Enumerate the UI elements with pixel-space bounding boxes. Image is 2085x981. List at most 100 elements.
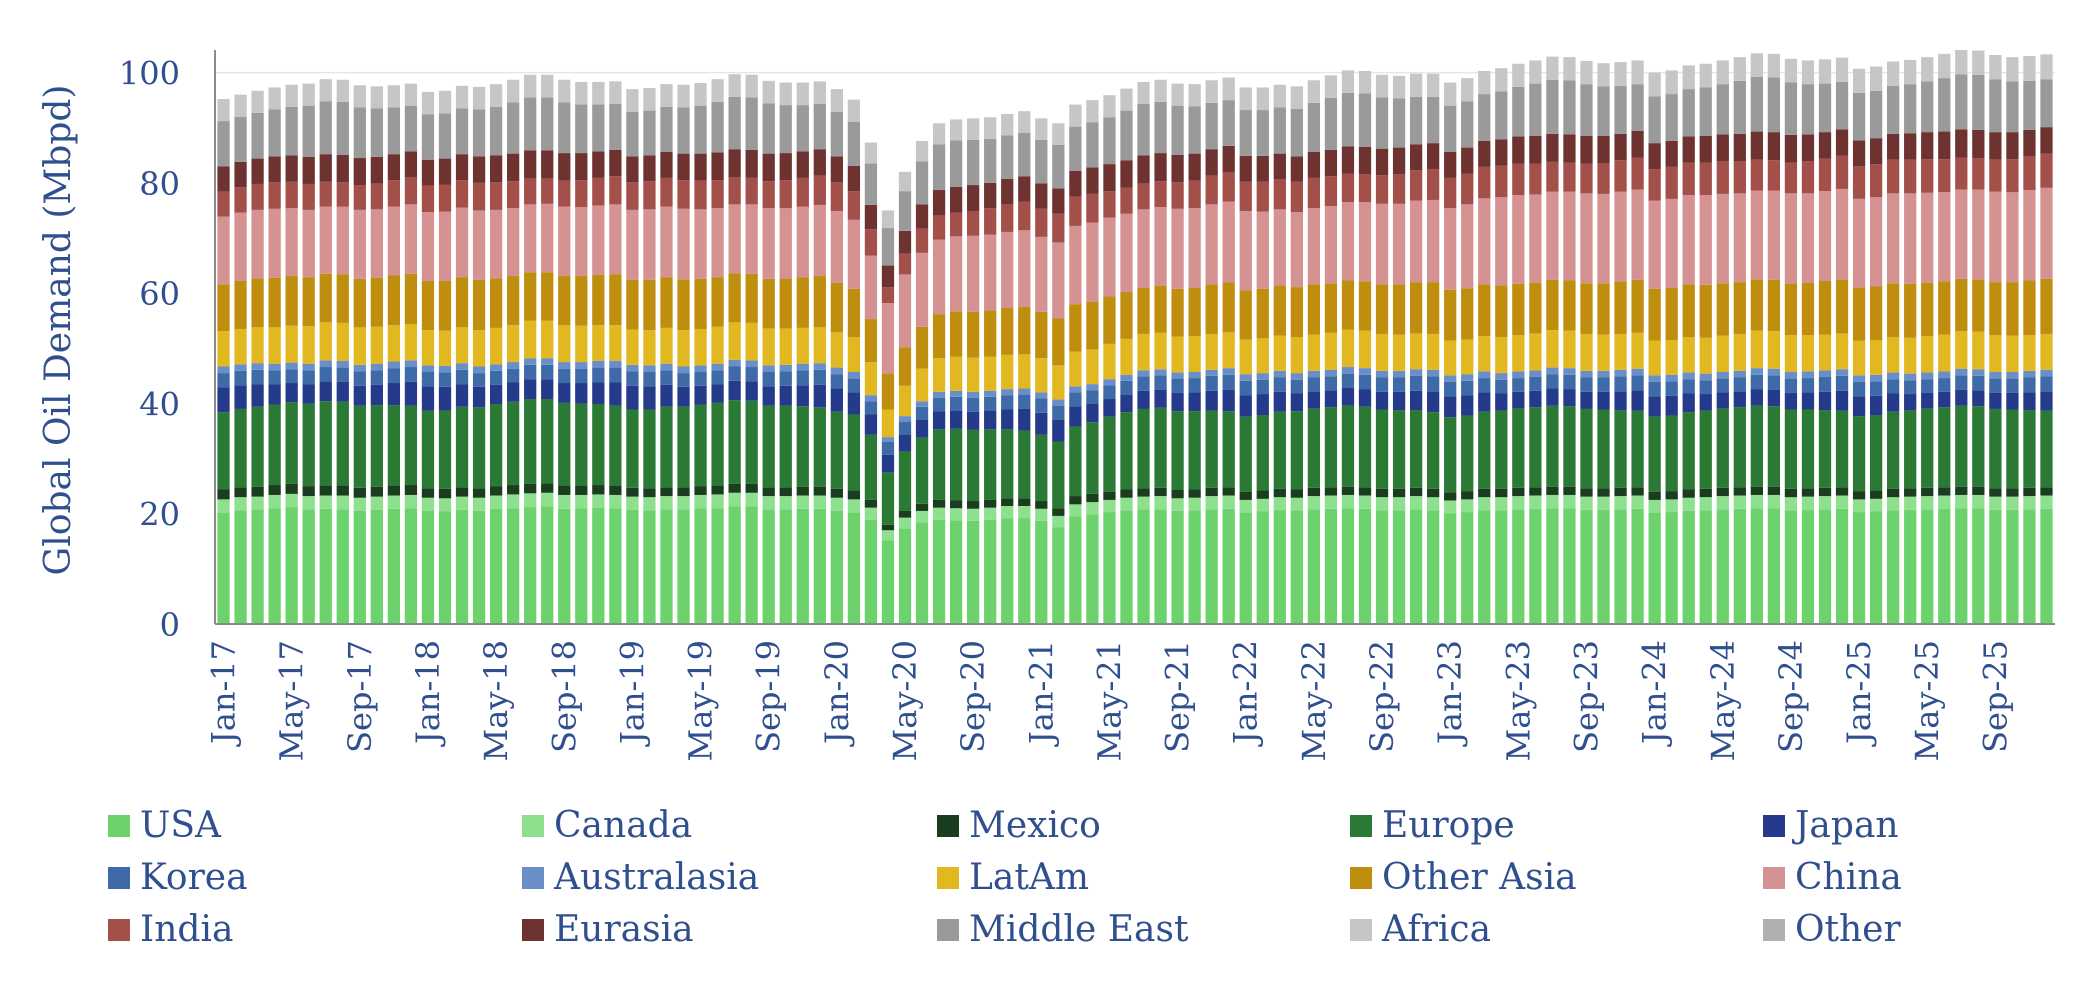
bar-segment-japan [1256,394,1269,415]
bar-segment-mexico [1086,493,1099,503]
bar-segment-korea [898,421,912,435]
bar-segment-mexico [898,510,912,518]
bar-segment-eurasia [1205,149,1218,176]
bar-segment-middle-east [1631,84,1644,132]
bar-segment-mexico [1784,488,1798,498]
bar-segment-australasia [796,363,809,371]
bar-segment-middle-east [1375,97,1389,149]
bar-segment-india [1188,180,1201,209]
bar-segment-india [1801,161,1815,194]
bar-segment-africa [217,99,230,122]
bar-segment-other-asia [592,274,605,326]
bar-segment-japan [558,383,571,403]
legend-swatch-korea [108,867,130,889]
bar-segment-korea [1563,374,1576,390]
bar-segment-europe [268,404,281,486]
bar-segment-middle-east [694,105,707,154]
bar-segment-japan [1580,391,1593,409]
bar-segment-india [677,180,690,209]
bar-segment-usa [932,519,946,624]
bar-segment-eurasia [472,156,486,183]
bar-segment-mexico [1409,487,1423,497]
bar-segment-australasia [1784,372,1798,379]
bar-segment-usa [779,509,792,624]
bar-segment-australasia [541,358,554,365]
bar-segment-japan [404,381,418,406]
bar-segment-middle-east [1120,110,1133,161]
bar-segment-usa [1665,512,1678,624]
bar-segment-usa [472,510,486,624]
bar-segment-canada [1341,494,1355,509]
bar-segment-australasia [1580,370,1593,378]
bar-segment-other-asia [1733,282,1746,334]
bar-segment-china [1341,202,1355,281]
bar-segment-australasia [813,363,826,370]
bar-segment-europe [1818,410,1832,488]
bar-segment-latam [1818,334,1832,371]
bar-segment-china [745,204,758,274]
bar-segment-japan [251,384,264,407]
bar-segment-usa [1273,509,1286,624]
bar-segment-other-asia [1580,283,1593,334]
bar-segment-korea [915,406,929,420]
bar-segment-korea [455,369,469,385]
bar-segment-korea [711,370,724,385]
y-tick-label: 0 [160,606,180,644]
bar-segment-korea [1120,380,1133,395]
bar-segment-middle-east [1597,86,1610,136]
bar-segment-africa [932,123,946,145]
bar-segment-india [967,210,980,236]
bar-segment-mexico [1290,489,1303,498]
bar-segment-mexico [1375,488,1389,498]
bar-segment-australasia [1529,370,1542,377]
bar-segment-africa [1733,57,1746,81]
bar-segment-korea [762,372,775,387]
bar-segment-africa [1478,70,1491,95]
bar-segment-latam [1409,333,1423,370]
bar-segment-mexico [592,485,605,495]
x-tick-label: May-24 [1704,640,1742,761]
bar-segment-europe [1478,411,1491,489]
bar-segment-middle-east [762,103,775,154]
bar-segment-latam [1614,333,1627,370]
bar-segment-mexico [438,488,452,499]
bar-segment-middle-east [1392,98,1406,148]
bar-segment-africa [1887,61,1900,86]
x-tick-label: Jan-24 [1636,640,1674,747]
bar-segment-europe [1256,415,1269,491]
bar-segment-africa [1188,84,1201,107]
bar-segment-japan [1461,395,1474,416]
bar-segment-africa [524,74,537,98]
bar-segment-latam [1529,333,1542,371]
bar-segment-eurasia [932,190,946,216]
bar-segment-usa [285,507,298,624]
bar-segment-japan [438,386,452,411]
bar-segment-europe [711,402,724,486]
bar-segment-usa [1069,516,1082,624]
bar-segment-india [830,182,843,211]
bar-segment-europe [1580,408,1593,489]
bar-segment-australasia [967,391,980,398]
bar-segment-australasia [1614,369,1627,377]
bar-segment-india [1614,160,1627,192]
bar-segment-japan [1341,387,1355,406]
bar-segment-japan [1750,389,1763,406]
bar-segment-australasia [575,362,588,369]
bar-segment-china [1018,230,1031,307]
bar-segment-other-asia [1852,287,1866,341]
bar-segment-middle-east [881,228,895,266]
bar-segment-latam [694,328,707,366]
bar-segment-china [949,236,963,312]
bar-segment-japan [1035,412,1048,435]
bar-segment-middle-east [558,102,571,154]
bar-segment-middle-east [677,107,690,154]
bar-segment-usa [1955,508,1968,624]
bar-segment-canada [1205,496,1218,510]
bar-segment-india [609,176,622,205]
bar-segment-africa [1375,74,1389,98]
bar-segment-latam [1001,354,1014,390]
bar-segment-africa [268,87,281,110]
bar-segment-australasia [711,363,724,371]
bar-segment-korea [1171,378,1184,393]
